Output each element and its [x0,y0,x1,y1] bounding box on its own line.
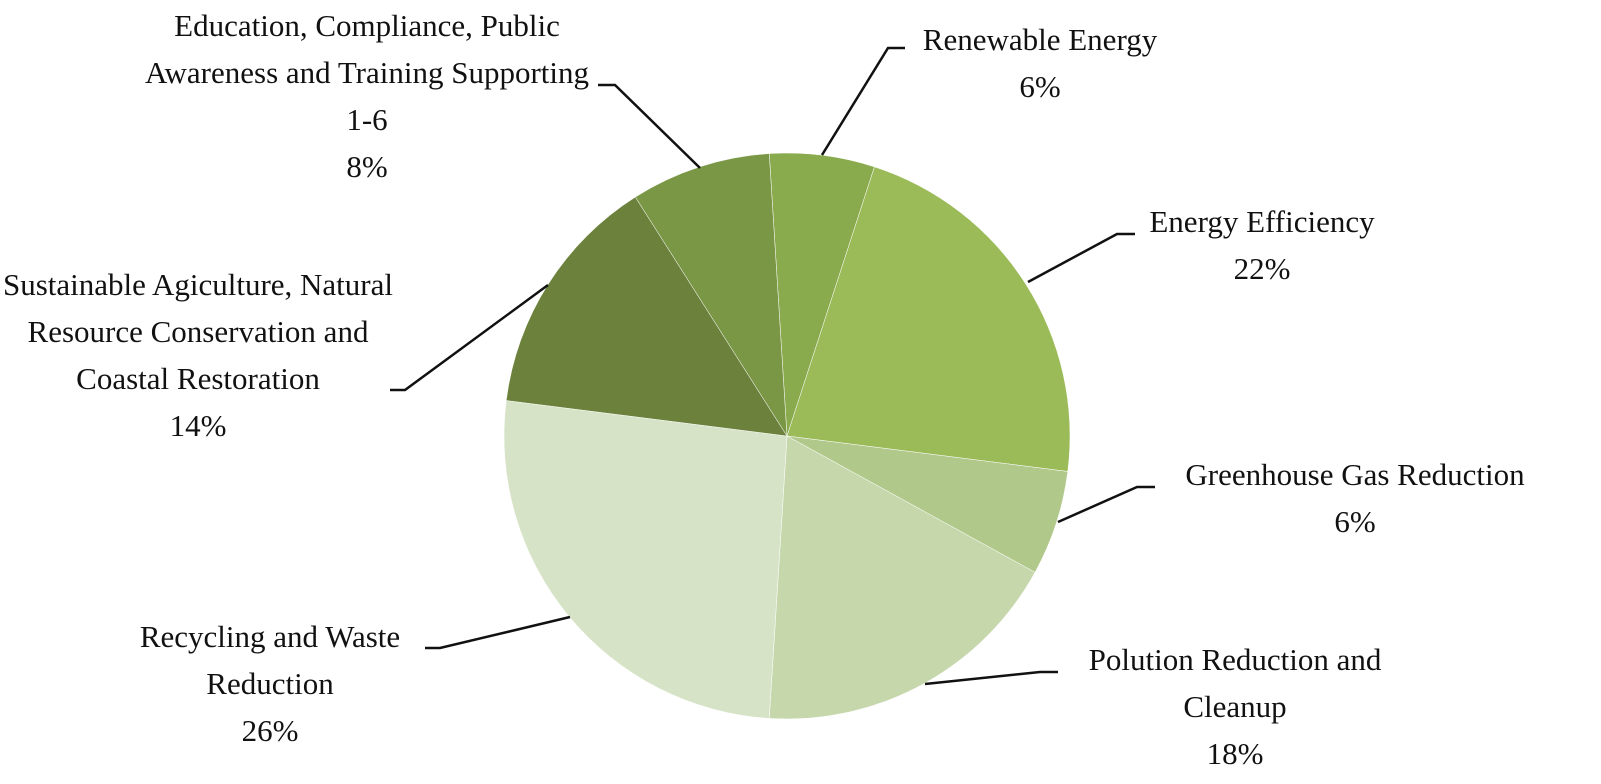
leader-line [820,46,905,156]
leader-line [425,615,571,650]
pie-slice [505,196,788,437]
pie-slice [786,166,1071,472]
slice-label: Greenhouse Gas Reduction 6% [1140,451,1570,545]
leader-line [1027,232,1135,284]
category-label: Polution Reduction and Cleanup [1088,642,1382,724]
value-label: 6% [1334,504,1376,539]
category-label: Recycling and Waste Reduction [139,619,401,701]
value-label: 8% [346,149,388,184]
slice-label: Polution Reduction and Cleanup 18% [1040,636,1430,777]
category-label: Sustainable Agiculture, Natural Resource… [3,267,393,396]
value-label: 22% [1233,251,1291,286]
pie-slice [768,435,1036,720]
value-label: 14% [169,408,227,443]
leader-line [598,83,701,169]
category-label: Greenhouse Gas Reduction [1185,457,1525,492]
leader-line [390,283,549,392]
category-label: Education, Compliance, Public Awareness … [144,8,590,137]
leader-line [924,670,1058,686]
slice-label: Recycling and Waste Reduction 26% [105,613,435,754]
category-label: Renewable Energy [922,22,1158,57]
value-label: 26% [241,713,299,748]
value-label: 6% [1019,69,1061,104]
leader-line [1057,485,1155,524]
value-label: 18% [1206,736,1264,771]
slice-label: Renewable Energy 6% [880,16,1200,110]
slice-label: Sustainable Agiculture, Natural Resource… [3,261,393,449]
category-label: Energy Efficiency [1149,204,1375,239]
slice-label: Education, Compliance, Public Awareness … [132,2,602,190]
slice-label: Energy Efficiency 22% [1112,198,1412,292]
pie-slice [503,400,788,719]
